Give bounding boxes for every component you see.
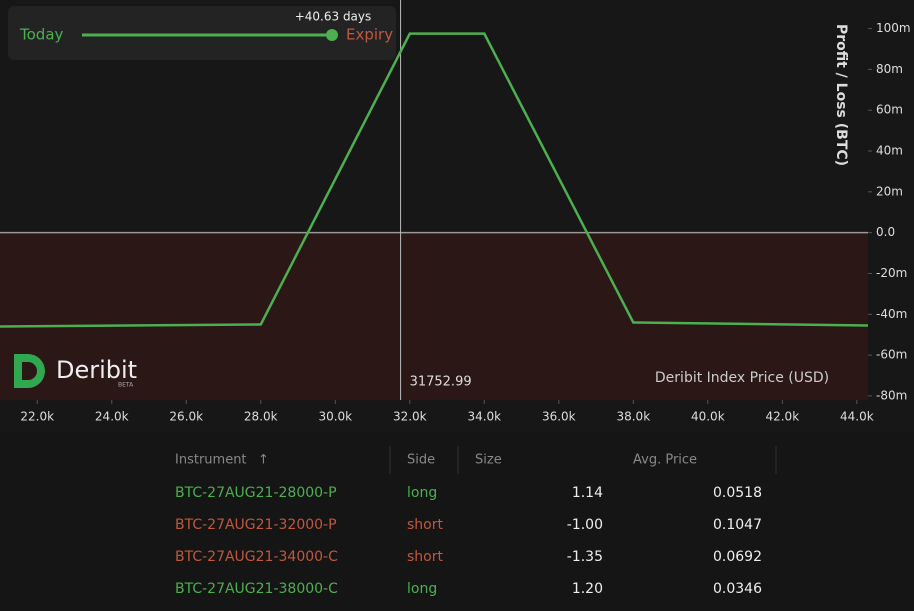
y-tick-label: 40m (876, 144, 903, 158)
x-tick-label: 30.0k (318, 410, 352, 424)
x-tick-label: 28.0k (244, 410, 278, 424)
x-tick-label: 44.0k (840, 410, 874, 424)
y-axis-label: Profit / Loss (BTC) (833, 24, 849, 166)
x-tick-label: 38.0k (616, 410, 650, 424)
table-cell: 1.20 (572, 581, 603, 597)
table-cell: 0.0692 (713, 549, 762, 565)
x-tick-label: 32.0k (393, 410, 427, 424)
sort-arrow[interactable]: ↑ (258, 453, 269, 468)
y-tick-label: 60m (876, 103, 903, 117)
table-cell: -1.35 (567, 549, 603, 565)
table-cell: BTC-27AUG21-28000-P (175, 485, 337, 501)
x-axis-label: Deribit Index Price (USD) (655, 370, 829, 386)
crosshair-label: 31752.99 (410, 375, 472, 390)
negative-region (0, 232, 868, 400)
x-tick-label: 26.0k (169, 410, 203, 424)
table-cell: 1.14 (572, 485, 603, 501)
y-tick-label: -60m (876, 348, 907, 362)
table-cell: short (407, 549, 443, 565)
column-header[interactable]: Instrument (175, 453, 247, 468)
slider-offset: +40.63 days (295, 10, 372, 24)
logo-name: Deribit (56, 356, 137, 384)
x-tick-label: 24.0k (95, 410, 129, 424)
y-tick-label: 20m (876, 184, 903, 198)
table-cell: long (407, 485, 437, 501)
slider-panel (8, 6, 396, 60)
y-tick-label: -40m (876, 307, 907, 321)
table-cell: long (407, 581, 437, 597)
slider-handle[interactable] (326, 29, 338, 41)
y-tick-label: 0.0 (876, 225, 895, 239)
y-tick-label: -20m (876, 266, 907, 280)
x-tick-label: 36.0k (542, 410, 576, 424)
table-cell: BTC-27AUG21-38000-C (175, 581, 338, 597)
table-cell: 0.1047 (713, 517, 762, 533)
logo-icon (14, 354, 45, 388)
table-cell: 0.0518 (713, 485, 762, 501)
x-tick-label: 22.0k (20, 410, 54, 424)
table-cell: short (407, 517, 443, 533)
column-header[interactable]: Avg. Price (633, 453, 697, 468)
column-header[interactable]: Size (475, 453, 502, 468)
table-cell: 0.0346 (713, 581, 762, 597)
y-tick-label: 100m (876, 21, 911, 35)
column-header[interactable]: Side (407, 453, 435, 468)
slider-right: Expiry (346, 26, 393, 44)
table-cell: BTC-27AUG21-32000-P (175, 517, 337, 533)
x-tick-label: 42.0k (765, 410, 799, 424)
pnl-line (0, 32, 869, 328)
y-tick-label: -80m (876, 388, 907, 402)
slider-left: Today (19, 26, 64, 44)
logo-badge: BETA (118, 382, 134, 389)
x-tick-label: 40.0k (691, 410, 725, 424)
x-tick-label: 34.0k (467, 410, 501, 424)
table-cell: BTC-27AUG21-34000-C (175, 549, 338, 565)
y-tick-label: 80m (876, 62, 903, 76)
table-cell: -1.00 (567, 517, 603, 533)
